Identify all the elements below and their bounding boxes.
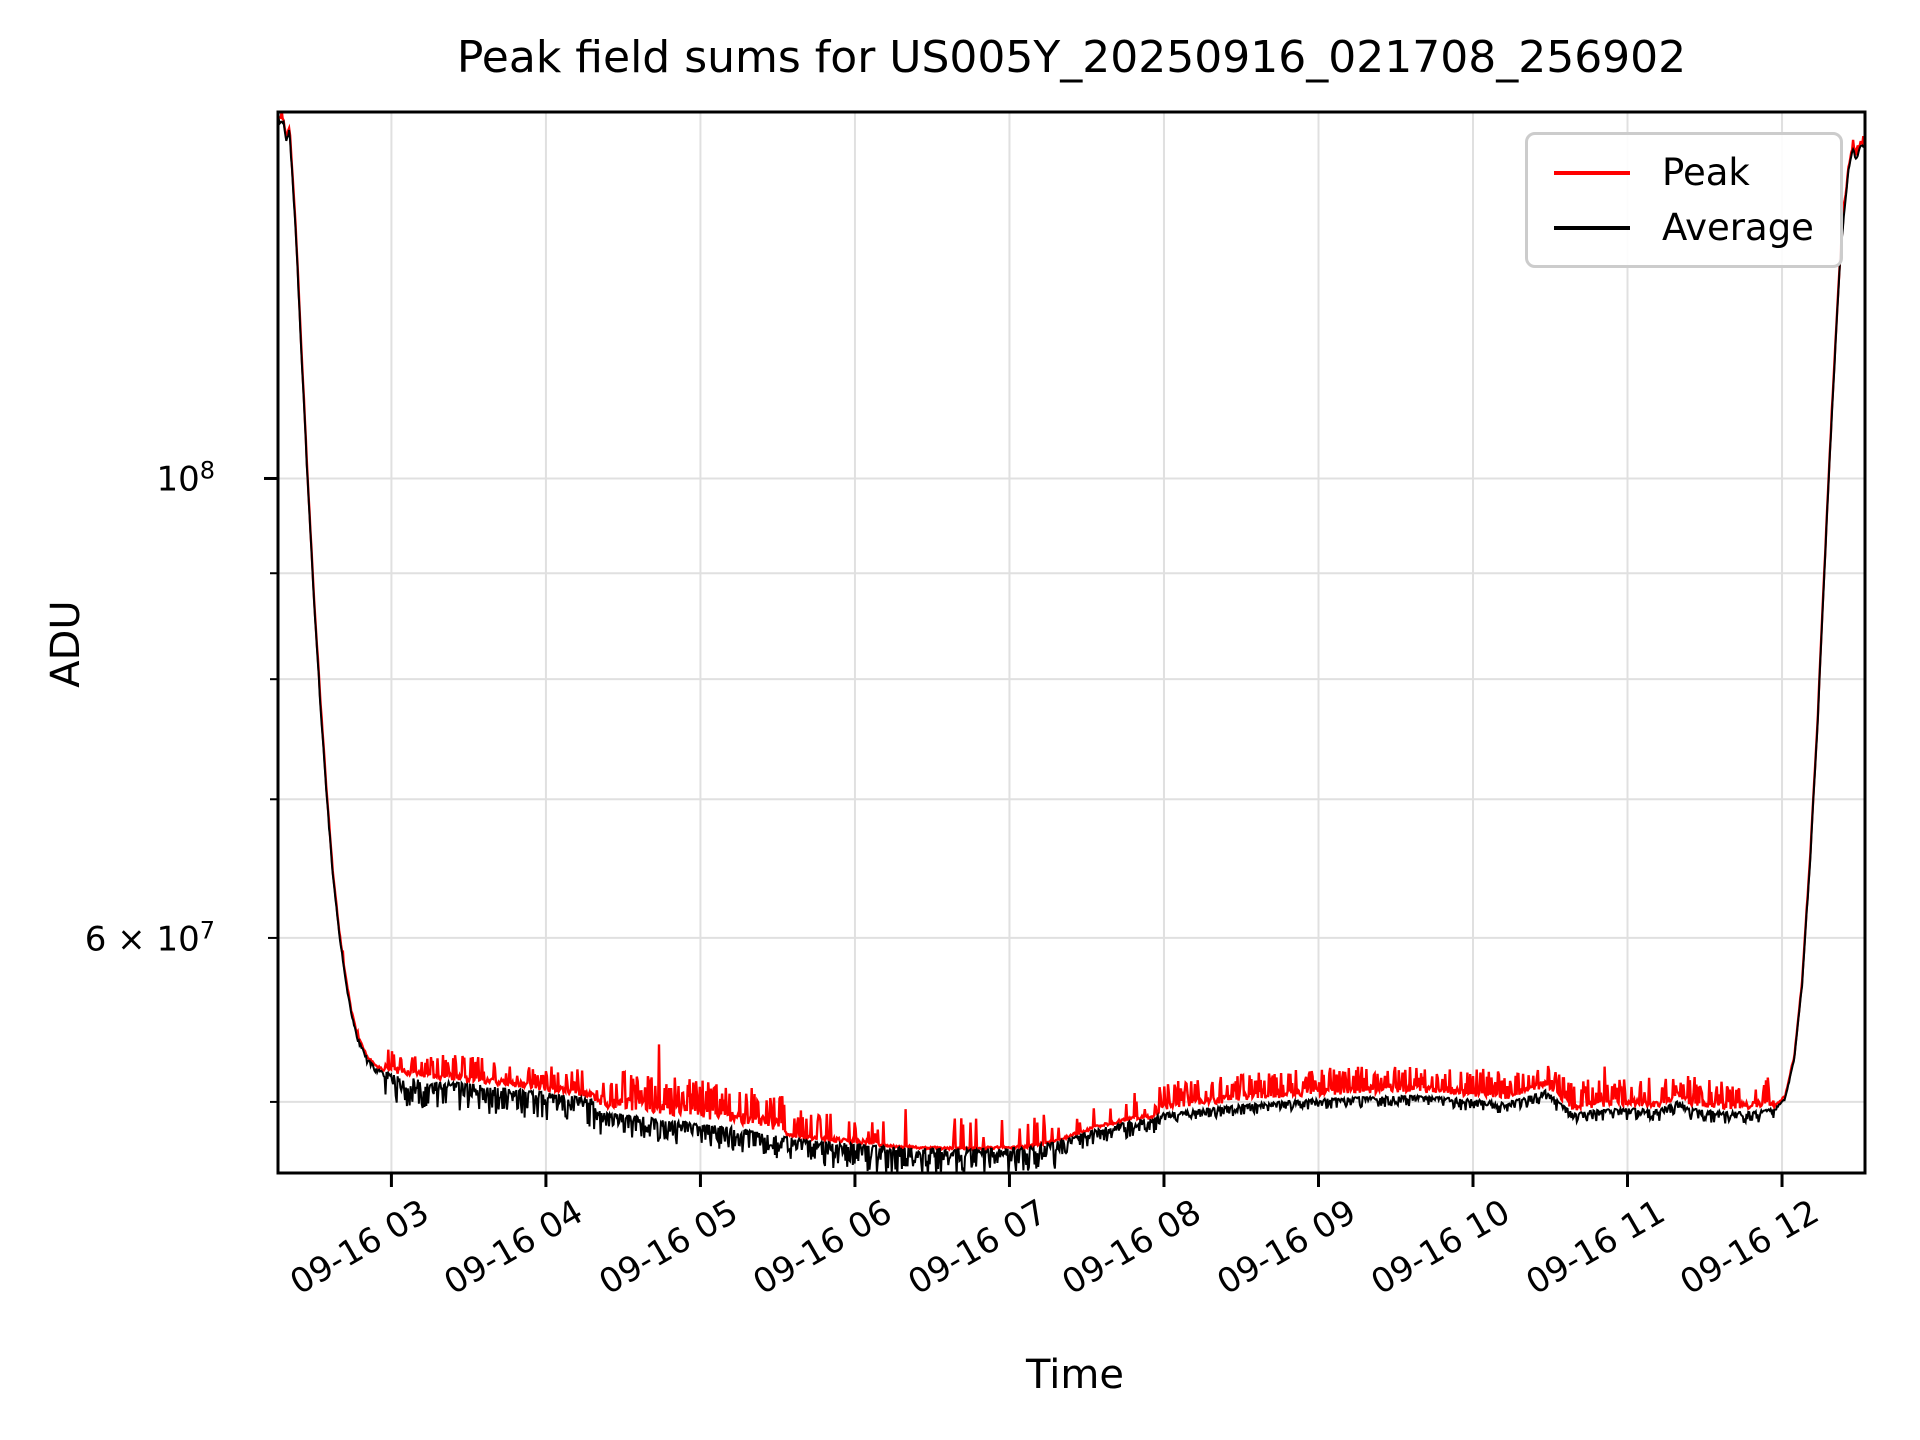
peak-series-line — [278, 112, 1865, 1153]
legend-peak-label: Peak — [1662, 151, 1750, 194]
average-line-sample — [1554, 225, 1630, 230]
legend-entry-peak: Peak — [1554, 151, 1840, 194]
y-tick-label: 6 × 107 — [84, 916, 215, 960]
y-tick-label: 108 — [156, 456, 215, 501]
data-series — [278, 112, 1865, 1173]
legend-entry-average: Average — [1554, 206, 1840, 249]
gridlines — [278, 112, 1865, 1173]
peak-line-sample — [1554, 170, 1630, 175]
x-axis-label: Time — [1026, 1352, 1124, 1398]
chart-title: Peak field sums for US005Y_20250916_0217… — [456, 32, 1687, 83]
y-axis-label: ADU — [43, 600, 89, 688]
axes-frame — [276, 110, 1867, 1175]
legend-average-label: Average — [1662, 206, 1814, 249]
average-series-line — [278, 116, 1865, 1173]
tick-marks — [264, 476, 1784, 1187]
legend: Peak Average — [1525, 132, 1843, 268]
